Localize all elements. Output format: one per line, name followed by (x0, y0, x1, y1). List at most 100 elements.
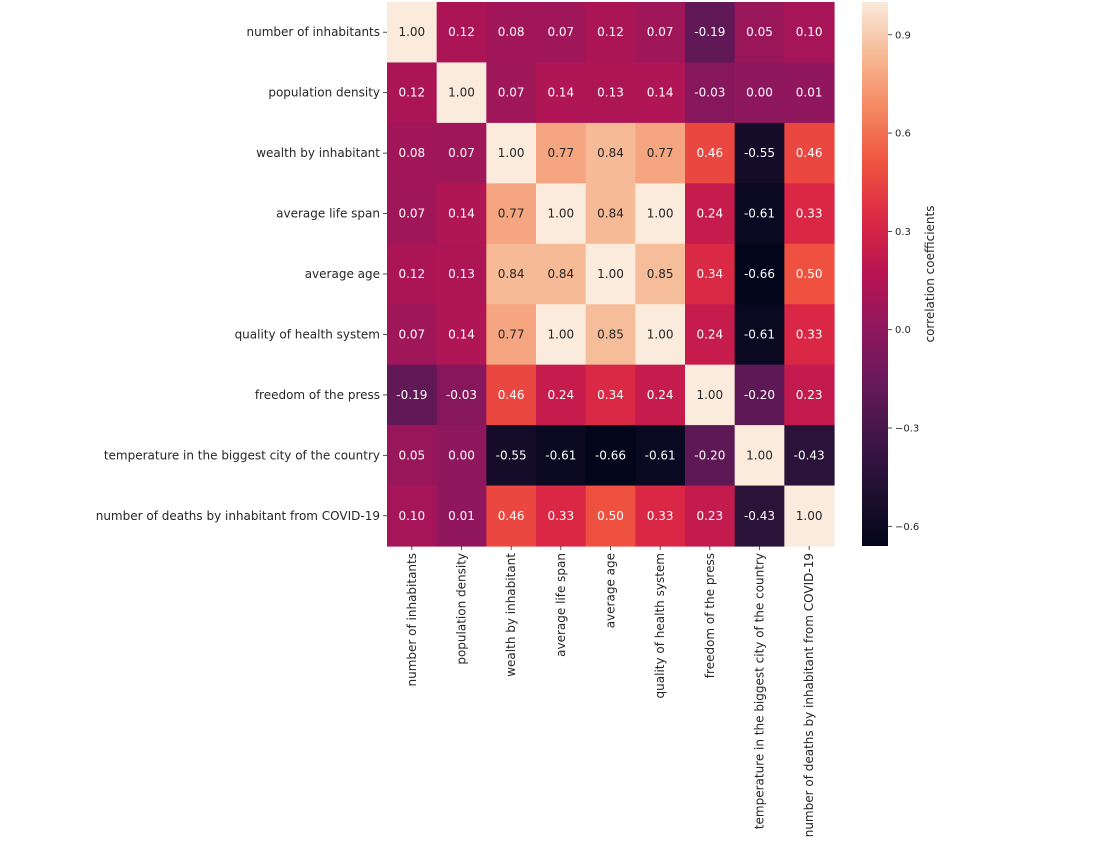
heatmap-cell (734, 243, 785, 305)
heatmap-cell (436, 304, 487, 366)
cell-value-label: 0.12 (398, 86, 425, 100)
heatmap-cell (486, 304, 537, 366)
row-tick-label: population density (268, 86, 380, 100)
heatmap-cell (387, 62, 438, 124)
heatmap-cell (387, 485, 438, 547)
cell-value-label: 0.33 (647, 509, 674, 523)
heatmap-cell (536, 62, 587, 124)
colorbar-tick-label: −0.3 (895, 424, 919, 435)
cell-value-label: -0.61 (545, 448, 576, 462)
column-tick-label: number of deaths by inhabitant from COVI… (802, 553, 816, 837)
cell-value-label: 1.00 (498, 146, 525, 160)
heatmap-cell (486, 243, 537, 305)
cell-value-label: 0.77 (498, 207, 525, 221)
heatmap-cell (635, 485, 686, 547)
heatmap-cell (585, 2, 636, 64)
heatmap-cell (536, 304, 587, 366)
cell-value-label: -0.43 (794, 448, 825, 462)
heatmap-cell (585, 364, 636, 426)
cell-value-label: 0.33 (547, 509, 574, 523)
cell-value-label: 0.46 (696, 146, 723, 160)
cell-value-label: 0.77 (498, 327, 525, 341)
cell-value-label: -0.55 (744, 146, 775, 160)
heatmap-cell (436, 122, 487, 184)
cell-value-label: -0.19 (396, 388, 427, 402)
cell-value-label: 0.05 (398, 448, 425, 462)
cell-value-label: 0.14 (448, 327, 475, 341)
cell-value-label: 0.77 (547, 146, 574, 160)
cell-value-label: 0.14 (647, 86, 674, 100)
row-tick-label: quality of health system (235, 327, 380, 341)
colorbar-tick-label: 0.6 (895, 129, 911, 140)
heatmap-cells: 1.00 0.12 0.08 0.07 0.12 0.07 -0.19 0.05 0.10 0.1… (387, 2, 835, 547)
heatmap-cell (685, 62, 736, 124)
cell-value-label: 0.13 (448, 267, 475, 281)
cell-value-label: 1.00 (547, 207, 574, 221)
heatmap-cell (685, 364, 736, 426)
cell-value-label: 1.00 (746, 448, 773, 462)
heatmap-cell (734, 122, 785, 184)
row-tick-label: average age (305, 267, 380, 281)
cell-value-label: 0.07 (498, 86, 525, 100)
heatmap-cell (635, 2, 686, 64)
column-tick-label: population density (455, 553, 469, 665)
heatmap-cell (734, 485, 785, 547)
cell-value-label: -0.20 (744, 388, 775, 402)
cell-value-label: -0.03 (446, 388, 477, 402)
cell-value-label: 0.07 (398, 327, 425, 341)
cell-value-label: 0.12 (597, 25, 624, 39)
heatmap-cell (635, 62, 686, 124)
cell-value-label: 0.23 (696, 509, 723, 523)
heatmap-cell (486, 485, 537, 547)
heatmap-cell (635, 364, 686, 426)
cell-value-label: 0.24 (547, 388, 574, 402)
cell-value-label: 0.46 (498, 509, 525, 523)
row-tick-label: wealth by inhabitant (256, 146, 380, 160)
column-tick-label: average life span (554, 553, 568, 657)
heatmap-cell (585, 62, 636, 124)
cell-value-label: 0.00 (746, 86, 773, 100)
column-tick-label: average age (604, 553, 618, 628)
cell-value-label: 0.84 (498, 267, 525, 281)
cell-value-label: 0.10 (796, 25, 823, 39)
heatmap-cell (436, 243, 487, 305)
heatmap-cell (585, 425, 636, 487)
heatmap-cell (486, 364, 537, 426)
column-labels: number of inhabitants population density w… (405, 546, 816, 837)
cell-value-label: 0.33 (796, 327, 823, 341)
column-tick-label: number of inhabitants (405, 553, 419, 687)
heatmap-cell (784, 183, 835, 245)
heatmap-cell (734, 304, 785, 366)
heatmap-cell (685, 485, 736, 547)
heatmap-cell (784, 304, 835, 366)
cell-value-label: -0.55 (496, 448, 527, 462)
heatmap-cell (685, 183, 736, 245)
colorbar-tick-label: 0.3 (895, 227, 911, 238)
heatmap-cell (734, 364, 785, 426)
heatmap-cell (536, 425, 587, 487)
heatmap-cell (635, 425, 686, 487)
cell-value-label: 0.50 (796, 267, 823, 281)
heatmap-cell (784, 122, 835, 184)
heatmap-cell (436, 364, 487, 426)
cell-value-label: 0.85 (647, 267, 674, 281)
cell-value-label: 1.00 (448, 86, 475, 100)
heatmap-cell (486, 2, 537, 64)
cell-value-label: 0.24 (696, 207, 723, 221)
heatmap-cell (685, 425, 736, 487)
cell-value-label: 0.14 (448, 207, 475, 221)
cell-value-label: -0.61 (744, 207, 775, 221)
heatmap-cell (436, 183, 487, 245)
heatmap-cell (784, 425, 835, 487)
heatmap-cell (536, 2, 587, 64)
heatmap-cell (486, 62, 537, 124)
cell-value-label: 0.84 (547, 267, 574, 281)
column-tick-label: quality of health system (653, 553, 667, 698)
cell-value-label: 1.00 (398, 25, 425, 39)
cell-value-label: 0.05 (746, 25, 773, 39)
heatmap-cell (387, 304, 438, 366)
heatmap-cell (784, 243, 835, 305)
cell-value-label: 0.14 (547, 86, 574, 100)
row-tick-label: temperature in the biggest city of the c… (104, 448, 380, 462)
cell-value-label: 0.50 (597, 509, 624, 523)
